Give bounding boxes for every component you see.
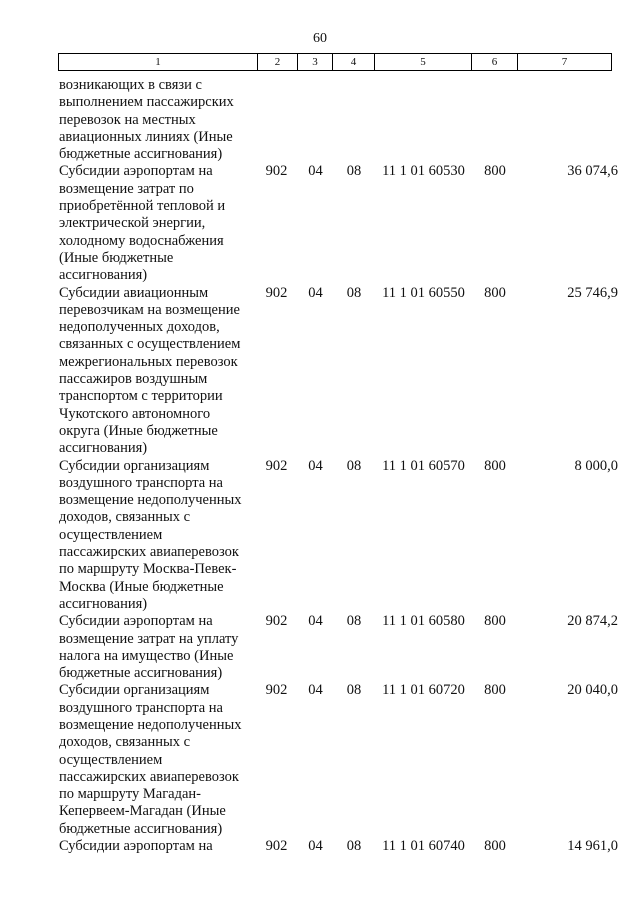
row-expensetype-cell: 800 [484,682,506,699]
row-amount-cell: 20 874,2 [567,613,618,630]
column-header: 6 [472,54,518,70]
row-text-cell: Субсидии аэропортам на возмещение затрат… [59,163,226,284]
row-text-cell: Субсидии авиационным перевозчикам на воз… [59,284,241,457]
row-amount-cell: 8 000,0 [574,457,619,474]
row-amount-cell: 36 074,6 [567,163,618,180]
row-grbs-cell: 902 [265,682,288,699]
row-expensetype-cell: 800 [484,613,506,630]
table-row: Субсидии аэропортам на возмещение затрат… [59,613,618,682]
table-row: возникающих в связи с выполнением пассаж… [59,77,618,163]
row-podrazdel-cell: 08 [346,838,362,855]
column-header: 4 [333,54,375,70]
row-text-cell: Субсидии организациям воздушного транспо… [59,682,242,837]
row-podrazdel-cell: 08 [346,163,362,180]
table-row: Субсидии аэропортам на возмещение затрат… [59,163,618,284]
table-row: Субсидии авиационным перевозчикам на воз… [59,285,618,458]
budget-table-body: возникающих в связи с выполнением пассаж… [59,77,618,855]
row-targetcode-cell: 11 1 01 60580 [382,613,465,630]
row-razdel-cell: 04 [308,284,323,301]
row-targetcode-cell: 11 1 01 60720 [382,682,465,699]
column-header: 7 [561,56,568,68]
table-row: Субсидии организациям воздушного транспо… [59,682,618,838]
row-podrazdel-cell: 08 [346,457,362,474]
row-text-cell: возникающих в связи с выполнением пассаж… [59,77,234,163]
column-header: 2 [258,54,298,70]
row-text-cell: Субсидии аэропортам на возмещение затрат… [59,613,239,682]
row-amount-cell: 25 746,9 [567,284,618,301]
column-header: 1 [59,54,258,70]
row-podrazdel-cell: 08 [346,682,362,699]
row-amount-cell: 14 961,0 [567,838,618,855]
row-targetcode-cell: 11 1 01 60530 [382,163,465,180]
row-targetcode-cell: 11 1 01 60550 [382,284,465,301]
row-razdel-cell: 04 [308,682,323,699]
row-expensetype-cell: 800 [484,457,506,474]
row-expensetype-cell: 800 [484,838,506,855]
row-razdel-cell: 04 [308,613,323,630]
row-razdel-cell: 04 [308,457,323,474]
row-grbs-cell: 902 [265,457,288,474]
column-header: 3 [298,54,333,70]
row-targetcode-cell: 11 1 01 60570 [382,457,465,474]
row-text-cell: Субсидии аэропортам на [59,838,213,855]
table-row: Субсидии аэропортам на 902 04 08 11 1 01… [59,838,618,855]
row-grbs-cell: 902 [265,613,288,630]
row-grbs-cell: 902 [265,163,288,180]
row-grbs-cell: 902 [265,838,288,855]
row-amount-cell: 20 040,0 [567,682,618,699]
page-number: 60 [313,31,327,46]
row-targetcode-cell: 11 1 01 60740 [382,838,465,855]
row-razdel-cell: 04 [308,163,323,180]
table-row: Субсидии организациям воздушного транспо… [59,458,618,614]
row-grbs-cell: 902 [265,284,288,301]
row-podrazdel-cell: 08 [346,284,362,301]
column-header-row: 1 2 3 4 5 6 7 [58,53,612,71]
row-text-cell: Субсидии организациям воздушного транспо… [59,457,242,612]
column-header: 5 [375,54,472,70]
row-expensetype-cell: 800 [484,284,506,301]
row-expensetype-cell: 800 [484,163,506,180]
row-podrazdel-cell: 08 [346,613,362,630]
row-razdel-cell: 04 [308,838,323,855]
